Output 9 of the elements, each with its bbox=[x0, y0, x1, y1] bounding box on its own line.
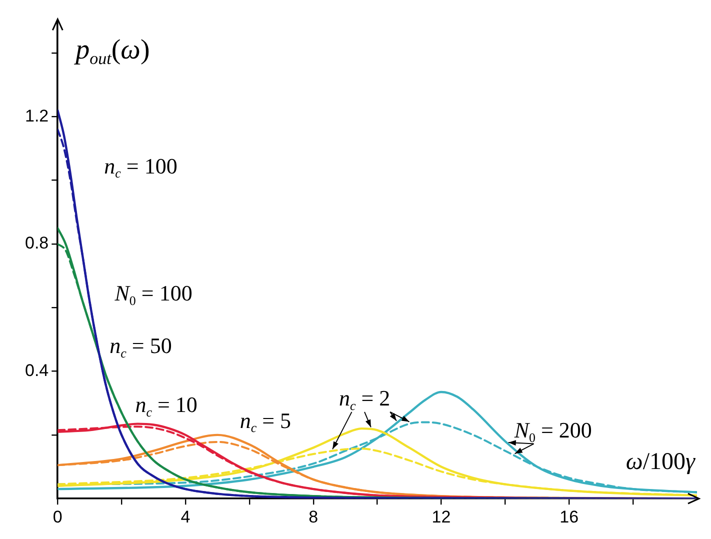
x-tick-label: 8 bbox=[308, 507, 318, 526]
y-tick-label: 1.2 bbox=[24, 106, 49, 126]
y-tick-label: 0.4 bbox=[24, 360, 49, 380]
x-tick-label: 4 bbox=[180, 507, 190, 526]
x-tick-label: 12 bbox=[432, 507, 451, 526]
x-axis-title: ω/100γ bbox=[626, 448, 696, 475]
x-tick-label: 0 bbox=[52, 507, 62, 526]
y-tick-label: 0.8 bbox=[24, 234, 49, 253]
x-tick-label: 16 bbox=[560, 507, 579, 526]
